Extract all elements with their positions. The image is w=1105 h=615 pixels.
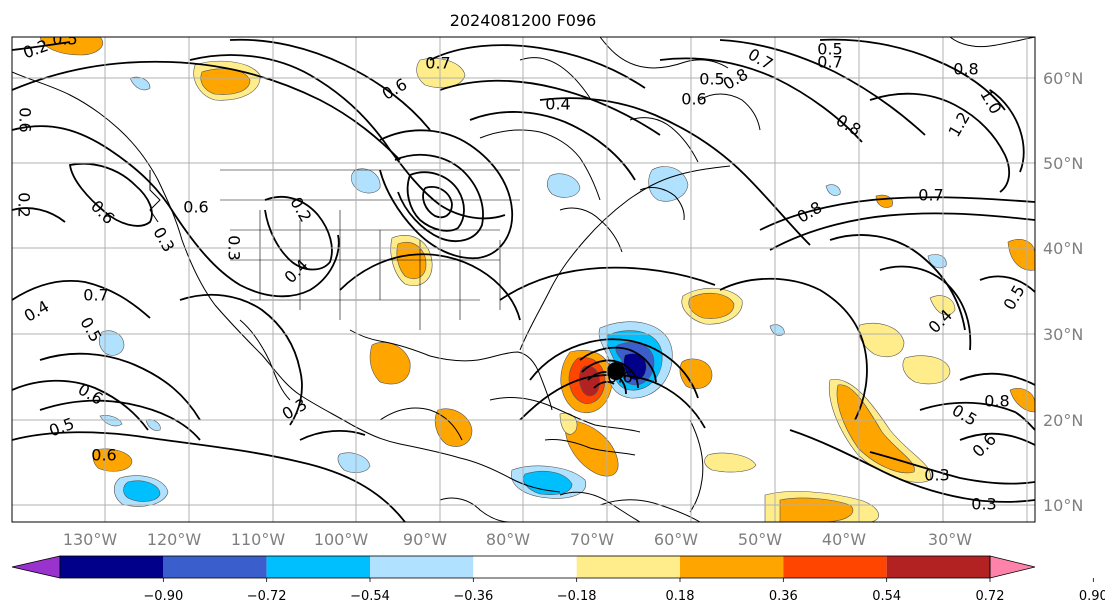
longitude-label: 100°W — [314, 530, 369, 549]
latitude-label: 60°N — [1043, 69, 1083, 88]
colorbar-segment — [680, 556, 784, 578]
longitude-label: 130°W — [63, 530, 118, 549]
contour-label: 0.7 — [817, 53, 842, 72]
map-title: 2024081200 F096 — [450, 11, 597, 30]
colorbar-segment — [473, 556, 577, 578]
longitude-label: 40°W — [822, 530, 866, 549]
contour-label: 0.6 — [91, 446, 116, 465]
contour-label: 0.3 — [225, 235, 244, 260]
contour-label: 0.2 — [15, 192, 34, 217]
contour-label: 0.3 — [924, 466, 949, 485]
latitude-label: 20°N — [1043, 411, 1083, 430]
contour-label: 0.8 — [953, 60, 978, 79]
colorbar-tick-label: −0.90 — [143, 589, 183, 604]
storm-center-marker — [607, 362, 625, 380]
colorbar-tick-label: −0.72 — [247, 589, 287, 604]
colorbar-tick-label: 0.36 — [769, 589, 798, 604]
map-panel: 0.2 0.50.70.50.50.70.4 0.60.80.7 0.81.01.20… — [12, 30, 1035, 522]
contour-lines — [12, 38, 1035, 522]
colorbar-segment — [60, 556, 164, 578]
longitude-label: 30°W — [928, 530, 972, 549]
colorbar-lower-extend — [11, 555, 61, 579]
colorbar-segment — [886, 556, 990, 578]
longitude-label: 110°W — [231, 530, 286, 549]
contour-label: 0.6 — [183, 198, 208, 217]
longitude-label: 50°W — [738, 530, 782, 549]
contour-label: 0.7 — [918, 186, 943, 205]
colorbar-segment — [266, 556, 370, 578]
latitude-label: 40°N — [1043, 239, 1083, 258]
longitude-label: 70°W — [570, 530, 614, 549]
latitude-label: 30°N — [1043, 325, 1083, 344]
contour-label: 0.6 — [607, 368, 632, 387]
contour-label: 0.6 — [681, 90, 706, 109]
contour-label: 0.5 — [52, 30, 77, 49]
contour-label: 0.6 — [16, 107, 35, 132]
contour-label: 0.5 — [817, 40, 842, 59]
colorbar-frame — [59, 555, 991, 579]
colorbar-tick-label: −0.54 — [350, 589, 390, 604]
colorbar-tick-label: 0.72 — [976, 589, 1005, 604]
contour-label: 0.3 — [971, 495, 996, 514]
contour-label: 0.8 — [984, 392, 1009, 411]
longitude-axis: 130°W 120°W 110°W 100°W 90°W 80°W 70°W 60°W 50°W… — [63, 530, 972, 549]
colorbar-segment — [163, 556, 267, 578]
contour-label: 0.5 — [699, 70, 724, 89]
latitude-label: 50°N — [1043, 154, 1083, 173]
longitude-label: 90°W — [403, 530, 447, 549]
colorbar-tick-label: 0.90 — [1079, 589, 1105, 604]
latitude-axis: 60°N 50°N 40°N 30°N 20°N 10°N — [1043, 69, 1083, 515]
latitude-label: 10°N — [1043, 496, 1083, 515]
map-frame — [11, 36, 1036, 523]
colorbar-tick-label: 0.54 — [872, 589, 901, 604]
colorbar-tick-label: −0.36 — [453, 589, 493, 604]
longitude-label: 120°W — [147, 530, 202, 549]
colorbar-upper-extend — [989, 555, 1036, 579]
contour-label: 0.7 — [83, 286, 108, 305]
longitude-label: 60°W — [654, 530, 698, 549]
graticule — [12, 37, 1035, 522]
colorbar-tick-label: 0.18 — [666, 589, 695, 604]
colorbar: −0.90 −0.72 −0.54 −0.36 −0.18 0.18 0.36 0.54 0.7… — [11, 555, 1105, 604]
contour-label: 0.4 — [545, 95, 570, 114]
longitude-label: 80°W — [486, 530, 530, 549]
colorbar-tick-label: −0.18 — [557, 589, 597, 604]
colorbar-segment — [783, 556, 887, 578]
colorbar-segment — [370, 556, 474, 578]
colorbar-segment — [576, 556, 680, 578]
contour-label: 0.7 — [425, 54, 450, 73]
